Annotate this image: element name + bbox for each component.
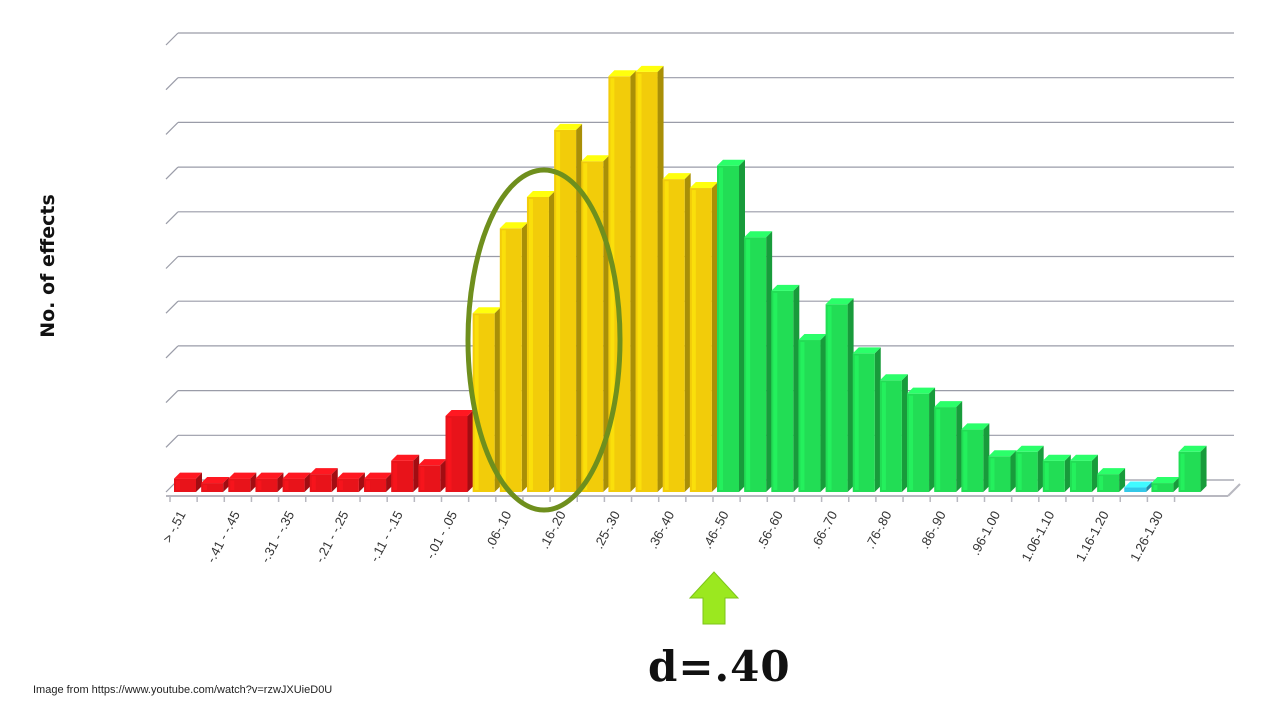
x-tick-label: 1.06-1.10 xyxy=(1018,508,1057,564)
x-tick-label: .25-.30 xyxy=(591,508,623,551)
bar xyxy=(336,472,365,492)
image-credit: Image from https://www.youtube.com/watch… xyxy=(33,684,333,696)
bar xyxy=(689,182,718,493)
x-tick-label: .36-.40 xyxy=(645,508,677,551)
bar xyxy=(364,472,393,492)
bar xyxy=(1015,445,1044,492)
bar xyxy=(554,123,583,493)
bar xyxy=(499,222,528,492)
bar-series xyxy=(174,65,1207,493)
bar xyxy=(228,472,257,492)
bar xyxy=(662,173,691,492)
highlight-ellipse xyxy=(465,167,623,513)
bar xyxy=(717,159,745,492)
grid-line-depth xyxy=(165,211,179,225)
bar xyxy=(988,450,1017,492)
x-tick-label: > -.51 xyxy=(160,508,189,545)
bar xyxy=(771,284,800,492)
grid-line-depth xyxy=(165,390,179,404)
bar xyxy=(825,298,854,492)
x-axis-depth xyxy=(1227,483,1241,497)
x-tick-label: .06-.10 xyxy=(482,508,514,551)
x-tick-label: -.11 - -.15 xyxy=(367,508,406,564)
bar xyxy=(1178,445,1207,492)
bar xyxy=(1124,481,1153,492)
x-tick-label: .66-.70 xyxy=(808,508,840,551)
bar xyxy=(472,307,501,492)
bar xyxy=(1151,477,1180,492)
annotations xyxy=(465,167,740,625)
x-tick-label: .56-.60 xyxy=(754,508,786,551)
y-axis-label: No. of effects xyxy=(37,194,59,338)
bar xyxy=(907,387,936,492)
x-tick-label: .16-.20 xyxy=(536,508,568,551)
bar xyxy=(174,472,202,492)
grid-line-depth xyxy=(165,32,179,46)
bar xyxy=(526,190,555,493)
grid-line-depth xyxy=(165,345,179,359)
x-tick-label: .46-.50 xyxy=(699,508,731,551)
bar xyxy=(255,472,284,492)
bar xyxy=(852,347,881,492)
bar xyxy=(418,459,447,492)
grid-line-depth xyxy=(165,166,179,180)
bar xyxy=(879,374,908,492)
bar xyxy=(445,410,474,492)
bar xyxy=(201,477,230,492)
bar xyxy=(1069,454,1098,492)
grid-line-depth xyxy=(165,121,179,135)
up-arrow-icon xyxy=(688,571,740,625)
bar xyxy=(798,334,827,492)
x-tick-label: -.01 - .05 xyxy=(422,508,460,561)
bar xyxy=(635,65,664,492)
bar xyxy=(961,423,990,492)
x-tick-label: -.31 - -.35 xyxy=(258,508,298,565)
bar xyxy=(309,468,338,492)
x-tick-label: 1.26-1.30 xyxy=(1127,508,1166,564)
x-tick-label: -.41 - -.45 xyxy=(203,508,243,565)
x-tick-label: -.21 - -.25 xyxy=(312,508,352,565)
bar xyxy=(1097,468,1126,492)
mean-effect-label: d=.40 xyxy=(648,642,791,691)
bar xyxy=(1042,454,1071,492)
grid-line-depth xyxy=(165,77,179,91)
x-tick-label: .76-.80 xyxy=(862,508,894,551)
bar xyxy=(608,70,637,492)
x-tick-label: .86-.90 xyxy=(917,508,949,551)
bar xyxy=(744,231,773,492)
bar xyxy=(282,472,311,492)
grid-line-depth xyxy=(165,256,179,269)
x-tick-label: 1.16-1.20 xyxy=(1073,508,1112,564)
grid-line-depth xyxy=(165,434,179,448)
bar xyxy=(934,401,963,492)
x-tick-label: .96-1.00 xyxy=(968,508,1004,557)
grid-line-depth xyxy=(165,300,179,314)
x-tick-labels: > -.51 -.41 - -.45 -.31 - -.35 -.21 - -.25-… xyxy=(160,508,1166,565)
bar xyxy=(391,454,420,492)
bar xyxy=(581,155,610,492)
